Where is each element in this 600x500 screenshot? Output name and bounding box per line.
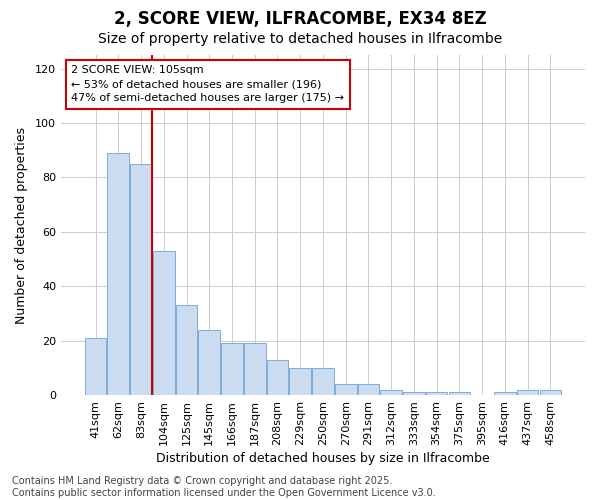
Bar [312, 368, 334, 395]
X-axis label: Distribution of detached houses by size in Ilfracombe: Distribution of detached houses by size … [156, 452, 490, 465]
Bar [221, 344, 243, 395]
Text: Contains HM Land Registry data © Crown copyright and database right 2025.
Contai: Contains HM Land Registry data © Crown c… [12, 476, 436, 498]
Bar [153, 251, 175, 395]
Bar [85, 338, 106, 395]
Bar [539, 390, 561, 395]
Bar [380, 390, 402, 395]
Bar [358, 384, 379, 395]
Bar [335, 384, 356, 395]
Bar [289, 368, 311, 395]
Bar [130, 164, 152, 395]
Bar [244, 344, 266, 395]
Bar [266, 360, 288, 395]
Y-axis label: Number of detached properties: Number of detached properties [15, 126, 28, 324]
Bar [107, 153, 129, 395]
Bar [449, 392, 470, 395]
Text: 2, SCORE VIEW, ILFRACOMBE, EX34 8EZ: 2, SCORE VIEW, ILFRACOMBE, EX34 8EZ [113, 10, 487, 28]
Bar [199, 330, 220, 395]
Bar [176, 306, 197, 395]
Text: 2 SCORE VIEW: 105sqm
← 53% of detached houses are smaller (196)
47% of semi-deta: 2 SCORE VIEW: 105sqm ← 53% of detached h… [71, 65, 344, 103]
Bar [494, 392, 515, 395]
Bar [426, 392, 448, 395]
Bar [403, 392, 425, 395]
Text: Size of property relative to detached houses in Ilfracombe: Size of property relative to detached ho… [98, 32, 502, 46]
Bar [517, 390, 538, 395]
